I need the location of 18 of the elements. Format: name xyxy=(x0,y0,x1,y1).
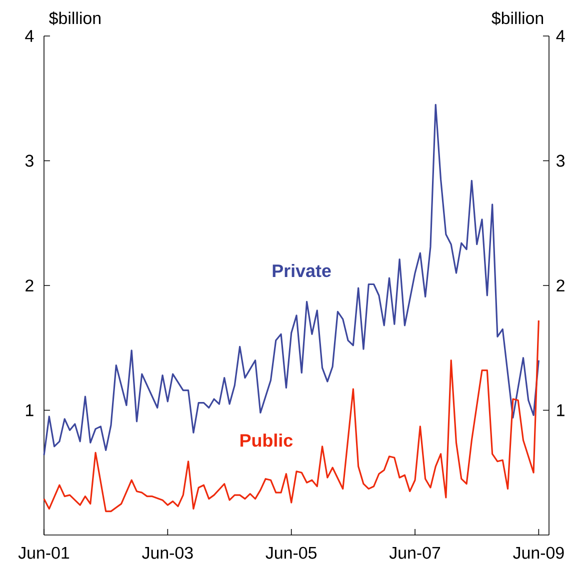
y2-axis-title: $billion xyxy=(492,11,544,26)
x-tick-label: Jun-07 xyxy=(389,546,440,559)
y-tick-label: 2 xyxy=(26,280,34,292)
x-tick-label: Jun-03 xyxy=(142,546,193,559)
y2-tick-label: 1 xyxy=(557,404,564,416)
y2-tick-label: 2 xyxy=(556,280,564,292)
y2-tick-label: 3 xyxy=(556,154,565,167)
y2-tick-label: 4 xyxy=(556,30,565,42)
line-series xyxy=(43,320,540,512)
y-tick-label: 4 xyxy=(25,30,34,42)
y-axis-title: $billion xyxy=(49,11,100,26)
series-label: Public xyxy=(240,434,293,447)
x-tick-label: Jun-09 xyxy=(513,546,564,559)
y-tick-label: 1 xyxy=(26,404,34,416)
x-tick-label: Jun-05 xyxy=(266,546,317,559)
y-tick-label: 3 xyxy=(25,154,34,167)
series-label: Private xyxy=(272,264,331,278)
x-tick-label: Jun-01 xyxy=(18,546,70,559)
